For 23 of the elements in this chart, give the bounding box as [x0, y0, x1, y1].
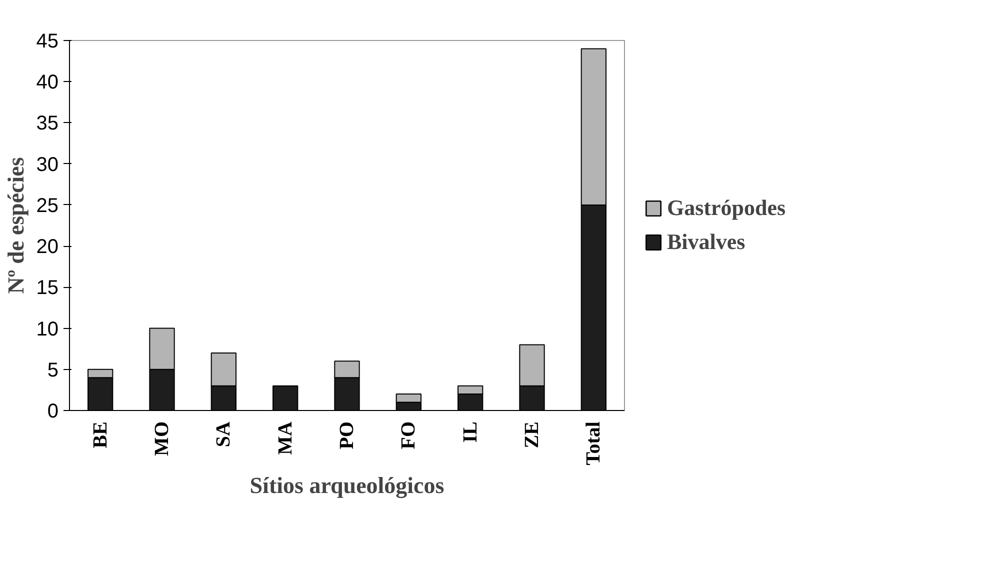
- y-tick-label: 0: [47, 400, 58, 422]
- y-tick-label: 45: [36, 30, 59, 52]
- x-tick-label: Total: [582, 421, 605, 466]
- y-tick-label: 15: [36, 277, 59, 300]
- x-tick-label: ZE: [521, 421, 543, 448]
- y-tick-label: 30: [36, 154, 59, 176]
- legend-label: Gastrópodes: [667, 195, 786, 221]
- x-tick-label: MA: [274, 420, 296, 455]
- x-tick-label: IL: [459, 422, 482, 443]
- y-tick-label: 5: [47, 359, 58, 382]
- y-tick-label: 35: [36, 112, 59, 135]
- y-tick-label: 10: [36, 318, 59, 340]
- x-axis-title: Sítios arqueológicos: [250, 473, 444, 500]
- y-tick-label: 40: [36, 72, 59, 94]
- x-tick-label: PO: [336, 421, 358, 450]
- y-tick-label: 25: [36, 194, 59, 217]
- x-tick-label: BE: [89, 421, 112, 448]
- x-tick-label: MO: [151, 421, 173, 456]
- legend-label: Bivalves: [667, 229, 746, 255]
- x-tick-label: FO: [398, 421, 420, 450]
- y-axis-title: Nº de espécies: [3, 157, 28, 294]
- y-tick-label: 20: [36, 236, 59, 258]
- x-tick-label: SA: [212, 420, 235, 448]
